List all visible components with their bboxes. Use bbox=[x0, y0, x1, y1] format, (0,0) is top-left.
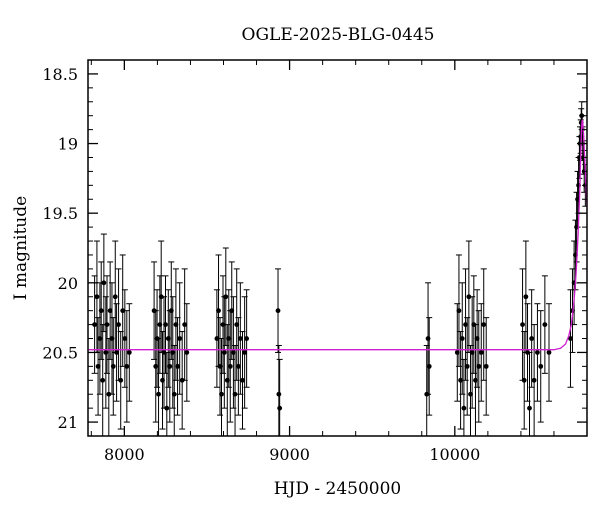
x-tick-label: 10000 bbox=[429, 445, 480, 464]
data-point bbox=[92, 322, 98, 327]
y-tick-label: 20 bbox=[58, 274, 78, 293]
data-point bbox=[481, 322, 487, 327]
axis-ticks: 8000 9000 10000 18.5 19 19.5 20 20.5 21 bbox=[42, 60, 588, 464]
data-point bbox=[101, 280, 107, 286]
data-point bbox=[546, 350, 552, 355]
data-point bbox=[118, 377, 124, 383]
data-point bbox=[529, 336, 535, 341]
data-point bbox=[425, 336, 431, 341]
x-axis-label: HJD - 2450000 bbox=[274, 479, 402, 499]
data-point bbox=[538, 363, 544, 369]
data-point bbox=[110, 363, 116, 369]
data-point bbox=[95, 363, 101, 369]
data-point bbox=[531, 377, 537, 383]
data-point bbox=[476, 363, 482, 369]
data-point bbox=[520, 322, 525, 327]
data-point bbox=[94, 294, 100, 300]
data-point bbox=[216, 308, 221, 314]
data-point bbox=[542, 322, 548, 327]
data-point bbox=[276, 391, 282, 397]
data-point bbox=[237, 336, 243, 341]
y-tick-label: 18.5 bbox=[42, 65, 78, 84]
data-point bbox=[124, 363, 130, 369]
data-point bbox=[163, 322, 168, 327]
data-point bbox=[112, 294, 118, 300]
data-point bbox=[521, 377, 527, 383]
data-point bbox=[464, 363, 470, 369]
data-point bbox=[235, 363, 241, 369]
data-point bbox=[116, 322, 121, 327]
data-point bbox=[466, 294, 472, 300]
y-tick-label: 19 bbox=[58, 135, 78, 154]
model-curve bbox=[88, 119, 587, 351]
data-point bbox=[182, 322, 188, 327]
data-point bbox=[184, 350, 190, 355]
data-point bbox=[227, 363, 233, 369]
data-point bbox=[100, 377, 106, 383]
data-point bbox=[527, 405, 532, 411]
y-tick-label: 21 bbox=[58, 413, 78, 432]
data-point bbox=[107, 308, 113, 314]
y-tick-label: 20.5 bbox=[42, 343, 78, 362]
data-point bbox=[221, 350, 227, 355]
data-point bbox=[426, 363, 432, 369]
data-point bbox=[114, 350, 119, 355]
data-point bbox=[568, 336, 573, 341]
data-point bbox=[167, 363, 173, 369]
data-point bbox=[103, 350, 109, 355]
data-point bbox=[242, 350, 248, 355]
data-point bbox=[461, 405, 467, 411]
x-tick-label: 9000 bbox=[269, 445, 310, 464]
data-point bbox=[483, 363, 489, 369]
data-point bbox=[120, 308, 126, 314]
data-point bbox=[106, 391, 112, 397]
data-point bbox=[523, 294, 529, 300]
data-point bbox=[156, 391, 161, 397]
x-tick-label: 8000 bbox=[104, 445, 145, 464]
data-point bbox=[232, 391, 238, 397]
data-point bbox=[104, 322, 110, 327]
data-point bbox=[456, 308, 462, 314]
data-point bbox=[164, 405, 170, 411]
y-tick-label: 19.5 bbox=[42, 204, 78, 223]
data-point bbox=[177, 336, 183, 341]
data-point bbox=[244, 336, 250, 341]
data-point bbox=[219, 391, 224, 397]
chart-title: OGLE-2025-BLG-0445 bbox=[242, 25, 435, 45]
data-point bbox=[275, 308, 281, 314]
data-point bbox=[175, 363, 180, 369]
data-point bbox=[535, 350, 540, 355]
data-point bbox=[478, 350, 484, 355]
data-point bbox=[240, 377, 245, 383]
data-point bbox=[171, 391, 177, 397]
data-point bbox=[223, 294, 229, 300]
data-point bbox=[126, 350, 132, 355]
plot-content bbox=[88, 101, 587, 436]
plot-frame bbox=[87, 59, 588, 437]
data-point bbox=[98, 308, 104, 314]
y-axis-label: I magnitude bbox=[11, 196, 31, 300]
data-point bbox=[277, 405, 283, 411]
data-point bbox=[122, 336, 128, 341]
data-point bbox=[459, 336, 465, 341]
